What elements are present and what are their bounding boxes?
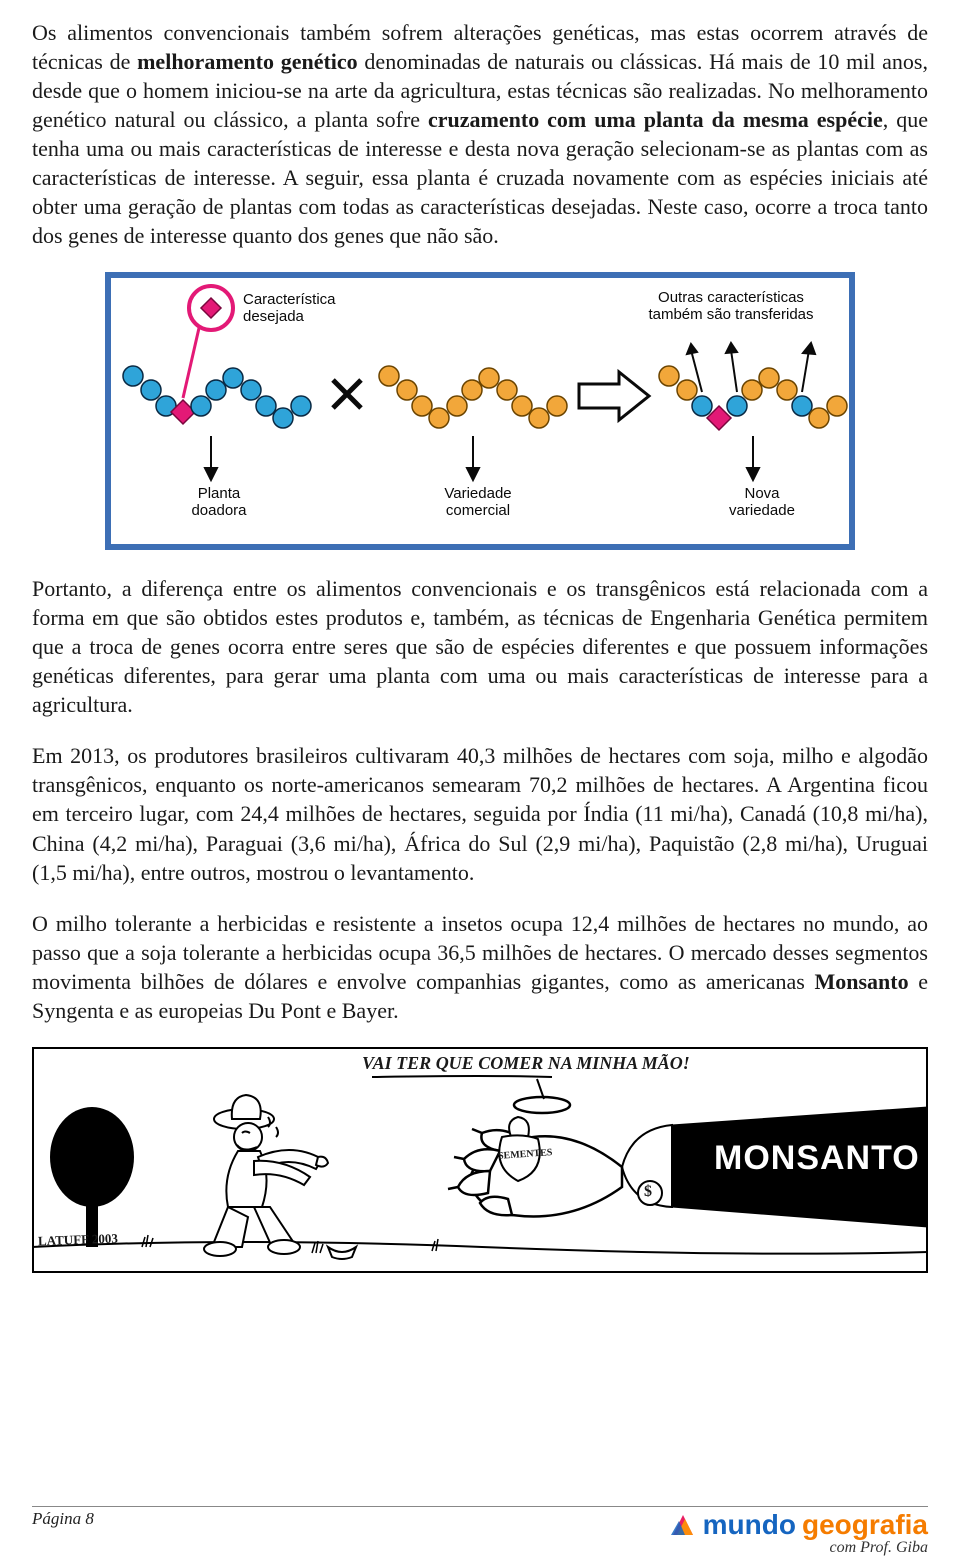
label-desired-trait: Característica desejada [243, 292, 336, 325]
monsanto-brand-label: MONSANTO [714, 1139, 920, 1178]
brand-block: mundo geografia com Prof. Giba [669, 1509, 928, 1557]
footer-divider [32, 1506, 928, 1507]
p4-bold-1: Monsanto [814, 969, 908, 994]
page-footer: Página 8 mundo geografia com Prof. Giba [32, 1506, 928, 1557]
trait-pointer-line [183, 328, 199, 398]
paragraph-4: O milho tolerante a herbicidas e resiste… [32, 909, 928, 1025]
brand-logo-icon [669, 1511, 697, 1539]
brand-subtitle: com Prof. Giba [669, 1539, 928, 1557]
paragraph-2: Portanto, a diferença entre os alimentos… [32, 574, 928, 719]
bottom-pointer-arrows [205, 436, 759, 480]
paragraph-3: Em 2013, os produtores brasileiros culti… [32, 741, 928, 886]
label-other-traits: Outras características também são transf… [631, 290, 831, 323]
label-donor-plant: Planta doadora [179, 486, 259, 519]
new-variety-chain [659, 366, 847, 430]
page-number: Página 8 [32, 1509, 94, 1529]
brand-word-mundo: mundo [703, 1509, 796, 1541]
commercial-variety-chain [379, 366, 567, 428]
cartoon-signature: LATUFF 2003 [38, 1231, 118, 1247]
genetics-diagram: Característica desejada Outras caracterí… [105, 272, 855, 550]
brand-word-geografia: geografia [802, 1509, 928, 1541]
monsanto-cartoon: VAI TER QUE COMER NA MINHA MÃO! SEMENTES… [32, 1047, 928, 1273]
dollar-icon: $ [644, 1183, 652, 1201]
speech-bubble-text: VAI TER QUE COMER NA MINHA MÃO! [362, 1053, 690, 1074]
cross-icon [333, 380, 361, 408]
paragraph-1: Os alimentos convencionais também sofrem… [32, 18, 928, 250]
label-new-variety: Nova variedade [717, 486, 807, 519]
p1-bold-2: cruzamento com uma planta da mesma espéc… [428, 107, 883, 132]
donor-plant-chain [123, 366, 311, 428]
result-arrow-icon [579, 372, 649, 420]
speech-tail-icon [372, 1075, 572, 1115]
p1-bold-1: melhoramento genético [137, 49, 358, 74]
trait-diamond-icon [201, 298, 221, 318]
label-commercial-variety: Variedade comercial [433, 486, 523, 519]
p4-text-1: O milho tolerante a herbicidas e resiste… [32, 911, 928, 994]
